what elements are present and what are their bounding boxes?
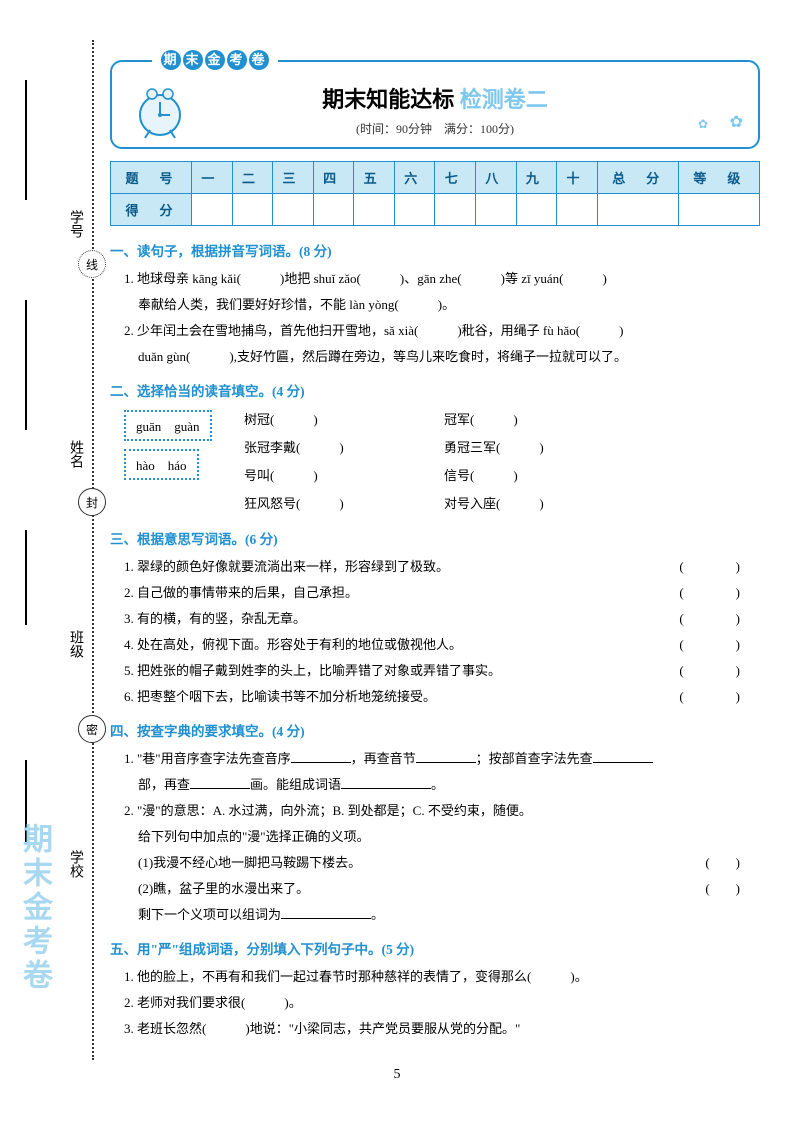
- flower-icon: ✿: [698, 117, 708, 132]
- circle-xian: 线: [78, 250, 106, 278]
- q3-6: 6. 把枣整个咽下去，比喻读书等不加分析地笼统接受。( ): [124, 684, 760, 710]
- label-school: 学校: [65, 850, 85, 878]
- q5-2: 2. 老师对我们要求很( )。: [124, 990, 760, 1016]
- section-1-h: 一、读句子，根据拼音写词语。(8 分): [110, 240, 760, 260]
- section-2-h: 二、选择恰当的读音填空。(4 分): [110, 380, 760, 400]
- main-content: 期末金考卷 ✿ ✿ 期末知能达标 检测卷二 (时间：90分钟 满分：100分) …: [110, 60, 760, 1042]
- q3-4: 4. 处在高处，俯视下面。形容处于有利的地位或傲视他人。( ): [124, 632, 760, 658]
- section-4-h: 四、按查字典的要求填空。(4 分): [110, 720, 760, 740]
- score-table: 题 号 一二三 四五六 七八九 十总 分等 级 得 分: [110, 161, 760, 226]
- header-badge: 期末金考卷: [152, 50, 278, 70]
- q4-1: 1. "巷"用音序查字法先查音序，再查音节；按部首查字法先查: [124, 746, 760, 772]
- q1-1b: 奉献给人类，我们要好好珍惜，不能 làn yòng( )。: [138, 292, 760, 318]
- q3-2: 2. 自己做的事情带来的后果，自己承担。( ): [124, 580, 760, 606]
- circle-feng: 封: [78, 488, 106, 516]
- page-number: 5: [0, 1067, 794, 1083]
- underline: [25, 530, 27, 625]
- section-5-h: 五、用"严"组成词语，分别填入下列句子中。(5 分): [110, 938, 760, 958]
- q4-2b: 给下列句中加点的"漫"选择正确的义项。: [138, 824, 760, 850]
- q5-1: 1. 他的脸上，不再有和我们一起过春节时那种慈祥的表情了，变得那么( )。: [124, 964, 760, 990]
- sidebar: 学号 线 姓名 封 班级 密 学校 期末金考卷: [0, 0, 100, 1123]
- q3-3: 3. 有的横，有的竖，杂乱无章。( ): [124, 606, 760, 632]
- table-row: 得 分: [111, 194, 760, 226]
- underline: [25, 300, 27, 430]
- binding-line: [92, 40, 94, 1060]
- q4-2d: (2)瞧，盆子里的水漫出来了。( ): [138, 876, 760, 902]
- q5-3: 3. 老班长忽然( )地说："小梁同志，共产党员要服从党的分配。": [124, 1016, 760, 1042]
- q4-2: 2. "漫"的意思：A. 水过满，向外流；B. 到处都是；C. 不受约束，随便。: [124, 798, 760, 824]
- q4-1b: 部，再查画。能组成词语。: [138, 772, 760, 798]
- label-id: 学号: [65, 210, 85, 238]
- q3-1: 1. 翠绿的颜色好像就要流淌出来一样，形容绿到了极致。( ): [124, 554, 760, 580]
- underline: [25, 80, 27, 200]
- header-box: 期末金考卷 ✿ ✿ 期末知能达标 检测卷二 (时间：90分钟 满分：100分): [110, 60, 760, 149]
- table-row: 题 号 一二三 四五六 七八九 十总 分等 级: [111, 162, 760, 194]
- section-3-h: 三、根据意思写词语。(6 分): [110, 528, 760, 548]
- q1-2: 2. 少年闰土会在雪地捕鸟，首先他扫开雪地，sǎ xià( )秕谷，用绳子 fù…: [124, 318, 760, 344]
- q3-5: 5. 把姓张的帽子戴到姓李的头上，比喻弄错了对象或弄错了事实。( ): [124, 658, 760, 684]
- pinyin-box-1: guān guàn: [124, 410, 212, 441]
- q1-2b: duǎn gùn( ),支好竹匾，然后蹲在旁边，等鸟儿来吃食时，将绳子一拉就可以…: [138, 344, 760, 370]
- subtitle: (时间：90分钟 满分：100分): [122, 120, 748, 137]
- circle-mi: 密: [78, 715, 106, 743]
- label-class: 班级: [65, 630, 85, 658]
- brand-watermark: 期末金考卷: [12, 823, 56, 993]
- pinyin-box-2: hào háo: [124, 449, 199, 480]
- q2-grid: guān guàn hào háo 树冠( ) 张冠李戴( ) 号叫( ) 狂风…: [124, 406, 760, 518]
- clock-icon: [130, 80, 190, 140]
- q4-2e: 剩下一个义项可以组词为。: [138, 902, 760, 928]
- page-title: 期末知能达标 检测卷二: [122, 82, 748, 114]
- q4-2c: (1)我漫不经心地一脚把马鞍踢下楼去。( ): [138, 850, 760, 876]
- flower-icon: ✿: [730, 112, 743, 132]
- label-name: 姓名: [65, 440, 85, 468]
- q1-1: 1. 地球母亲 kāng kǎi( )地把 shuǐ zǎo( )、gān zh…: [124, 266, 760, 292]
